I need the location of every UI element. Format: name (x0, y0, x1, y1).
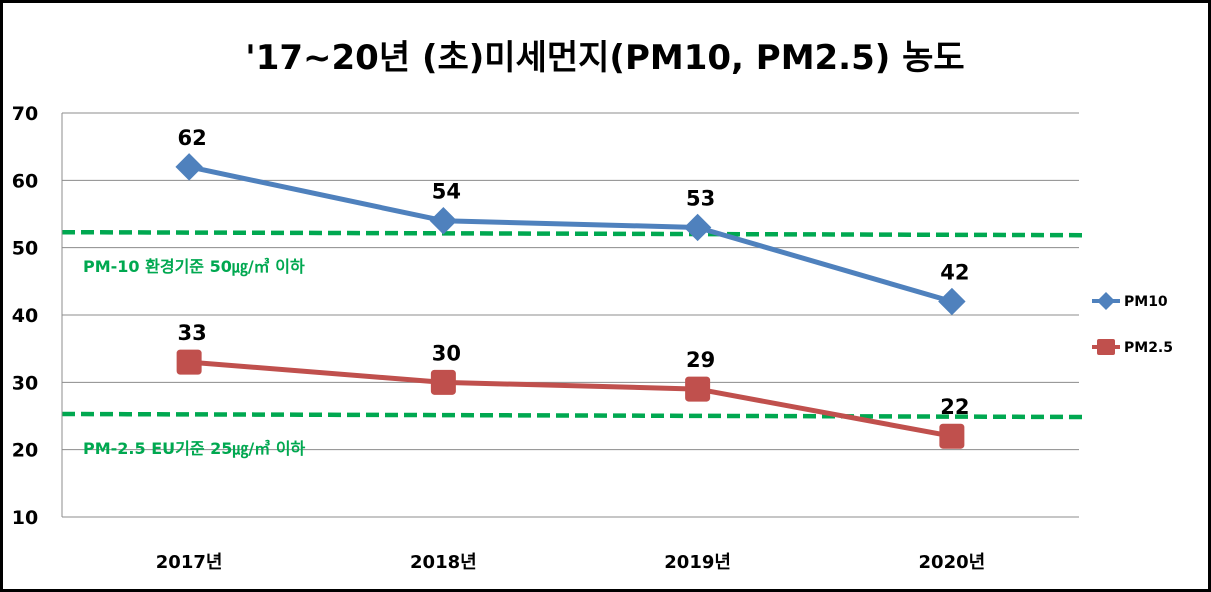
reference-lines: PM-10 환경기준 50㎍/㎥ 이하 PM-2.5 EU기준 25㎍/㎥ 이하 (61, 229, 1086, 459)
grid-lines (62, 112, 1079, 451)
axes: 10 20 30 40 50 60 70 2017년 2018년 2019년 2020년 (12, 103, 1079, 573)
chart-title: '17~20년 (초)미세먼지(PM10, PM2.5) 농도 (245, 38, 964, 78)
y-tick-label-20: 20 (12, 440, 38, 462)
y-tick-label-70: 70 (12, 103, 38, 125)
data-label-1-2: 29 (686, 348, 715, 372)
marker-0-2 (683, 213, 712, 242)
series-line-1 (186, 359, 955, 439)
reference-line-0 (61, 229, 1086, 238)
reference-line-1 (61, 411, 1086, 420)
marker-1-3 (939, 423, 965, 449)
data-labels: 62 54 53 42 33 30 29 22 (178, 126, 970, 419)
y-tick-label-30: 30 (12, 372, 38, 394)
x-tick-label-2: 2019년 (664, 552, 731, 573)
data-label-1-3: 22 (940, 395, 969, 419)
y-tick-label-60: 60 (12, 170, 38, 192)
marker-1-1 (430, 369, 456, 395)
data-label-0-2: 53 (686, 186, 715, 210)
marker-0-3 (938, 287, 966, 316)
x-tick-label-3: 2020년 (919, 552, 986, 573)
series-line-0 (186, 164, 955, 305)
data-label-1-0: 33 (178, 321, 207, 345)
legend-label-1: PM2.5 (1124, 340, 1173, 356)
reference-label-0: PM-10 환경기준 50㎍/㎥ 이하 (83, 257, 305, 277)
legend-marker-1 (1097, 339, 1115, 355)
legend-marker-0 (1097, 292, 1115, 310)
x-tick-label-1: 2018년 (410, 552, 477, 573)
y-tick-label-10: 10 (12, 507, 38, 529)
legend: PM10 PM2.5 (1092, 292, 1173, 356)
data-label-1-1: 30 (432, 341, 461, 365)
data-label-0-1: 54 (432, 180, 461, 204)
reference-label-1: PM-2.5 EU기준 25㎍/㎥ 이하 (83, 439, 306, 459)
marker-0-1 (429, 207, 458, 235)
marker-1-2 (685, 376, 711, 402)
data-label-0-3: 42 (940, 261, 969, 285)
line-chart: '17~20년 (초)미세먼지(PM10, PM2.5) 농도 PM-10 환경… (12, 38, 1173, 573)
y-tick-label-40: 40 (12, 305, 38, 327)
x-tick-label-0: 2017년 (156, 552, 223, 573)
data-label-0-0: 62 (178, 126, 207, 150)
legend-label-0: PM10 (1124, 294, 1168, 310)
marker-0-0 (175, 153, 203, 181)
y-tick-label-50: 50 (12, 238, 38, 260)
marker-1-0 (176, 349, 202, 375)
series-layer (175, 153, 966, 449)
